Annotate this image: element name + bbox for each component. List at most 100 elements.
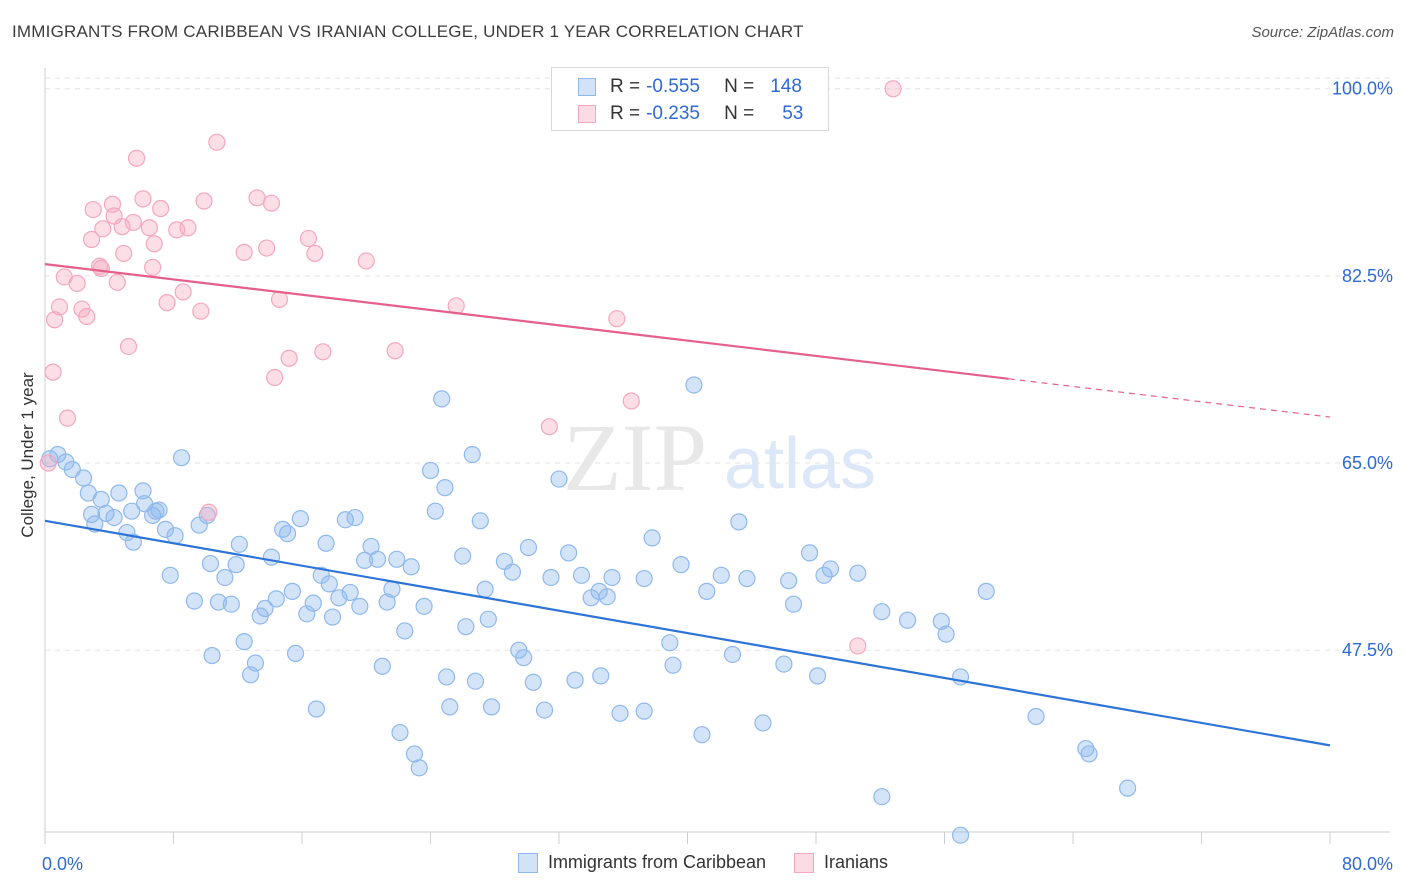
legend-swatch-iranians — [794, 852, 815, 873]
data-point — [78, 307, 96, 326]
data-point — [775, 655, 793, 673]
legend-label: Immigrants from Caribbean — [547, 852, 767, 872]
data-point — [84, 200, 102, 219]
data-point — [258, 239, 276, 257]
x-tick-label: 0.0% — [42, 854, 83, 874]
legend-item-caribbean[interactable]: Immigrants from Caribbean — [517, 852, 767, 873]
data-point — [884, 80, 902, 98]
y-tick-label: 100.0% — [1332, 79, 1393, 99]
data-point — [140, 219, 159, 237]
legend-row-caribbean: R = -0.555 N = 148 — [578, 74, 802, 100]
legend-label: Iranians — [824, 852, 889, 872]
data-point — [283, 582, 301, 600]
data-point — [421, 461, 440, 480]
data-point — [298, 605, 316, 623]
data-point — [201, 554, 220, 573]
data-point — [68, 274, 86, 292]
data-point — [92, 259, 110, 278]
data-point — [134, 482, 152, 500]
data-point — [174, 283, 192, 301]
data-point — [1119, 779, 1137, 797]
data-point — [323, 608, 342, 626]
data-point — [317, 534, 335, 552]
data-point — [266, 368, 284, 387]
data-point — [608, 310, 626, 328]
series-caribbean-points — [41, 376, 1137, 844]
data-point — [46, 311, 64, 329]
data-point — [1027, 707, 1045, 726]
data-point — [227, 556, 245, 574]
data-point — [314, 343, 332, 361]
data-point — [280, 349, 298, 367]
data-point — [230, 535, 248, 553]
data-point — [320, 575, 338, 593]
data-point — [144, 258, 162, 276]
data-point — [368, 550, 387, 568]
data-point — [150, 501, 168, 519]
data-point — [82, 230, 101, 249]
data-point — [286, 644, 305, 663]
data-point — [58, 409, 77, 427]
data-point — [951, 826, 970, 844]
data-point — [661, 634, 679, 652]
data-point — [391, 723, 409, 742]
data-point — [216, 568, 234, 587]
data-point — [356, 551, 374, 569]
watermark-zip: ZIP — [563, 404, 707, 511]
watermark: ZIP atlas — [563, 404, 876, 511]
data-point — [433, 390, 451, 408]
data-point — [572, 566, 591, 584]
data-point — [535, 701, 554, 719]
data-point — [299, 229, 318, 248]
data-point — [672, 556, 690, 574]
data-point — [1080, 745, 1098, 763]
data-point — [166, 527, 184, 545]
series-iranians-points — [39, 80, 902, 655]
data-point — [540, 418, 558, 436]
data-point — [383, 580, 401, 598]
source-label: Source: ZipAtlas.com — [1251, 24, 1394, 41]
data-point — [873, 603, 891, 621]
data-point — [44, 363, 62, 381]
legend-swatch-caribbean — [578, 78, 596, 96]
data-point — [235, 243, 253, 261]
watermark-atlas: atlas — [724, 424, 876, 504]
data-point — [113, 218, 131, 236]
data-point — [222, 595, 240, 613]
data-point — [246, 654, 265, 672]
y-tick-label: 47.5% — [1342, 640, 1393, 660]
data-point — [74, 469, 93, 487]
data-point — [635, 569, 653, 588]
data-point — [542, 568, 560, 587]
data-point — [436, 479, 454, 497]
data-point — [524, 673, 542, 691]
data-point — [209, 593, 228, 611]
n-label: N = — [724, 76, 755, 97]
data-point — [200, 503, 218, 521]
data-point — [192, 302, 210, 320]
trend-line — [44, 263, 1009, 380]
x-tick-label: 80.0% — [1342, 854, 1393, 874]
data-point — [235, 633, 253, 651]
legend-item-iranians[interactable]: Iranians — [794, 852, 888, 873]
data-point — [110, 484, 128, 502]
data-point — [208, 133, 226, 151]
data-point — [457, 618, 475, 636]
data-point — [566, 671, 584, 689]
data-point — [873, 788, 891, 806]
data-point — [454, 547, 472, 565]
grid-lines — [45, 77, 1390, 651]
data-point — [373, 657, 391, 675]
data-point — [410, 759, 428, 777]
r-label: R = — [610, 76, 641, 97]
data-point — [698, 582, 716, 600]
data-point — [463, 445, 481, 464]
chart-title: IMMIGRANTS FROM CARIBBEAN VS IRANIAN COL… — [12, 22, 804, 41]
data-point — [738, 569, 756, 588]
data-point — [50, 298, 69, 316]
data-point — [179, 219, 197, 237]
data-point — [267, 590, 285, 608]
data-point — [203, 646, 221, 665]
data-point — [262, 194, 281, 212]
